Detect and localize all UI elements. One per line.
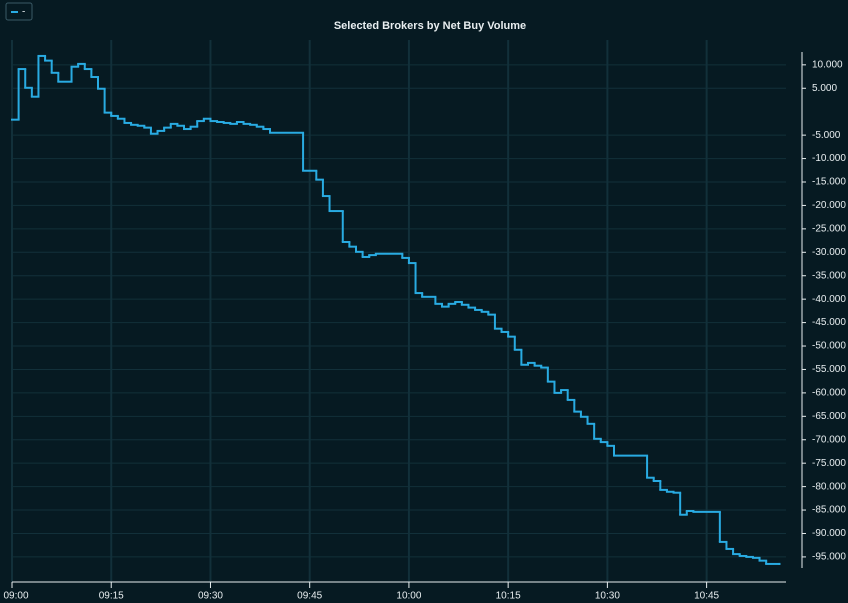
legend-label: - xyxy=(22,7,25,18)
y-tick-label: -60.000 xyxy=(812,388,846,399)
chart-title: Selected Brokers by Net Buy Volume xyxy=(334,20,526,32)
x-tick-label: 09:45 xyxy=(297,591,322,602)
y-tick-label: -15.000 xyxy=(812,177,846,188)
y-tick-label: -30.000 xyxy=(812,247,846,258)
y-tick-label: -40.000 xyxy=(812,294,846,305)
y-tick-label: -5.000 xyxy=(812,130,841,141)
y-tick-label: -55.000 xyxy=(812,364,846,375)
y-tick-label: -50.000 xyxy=(812,341,846,352)
x-tick-label: 10:15 xyxy=(496,591,521,602)
y-tick-label: -10.000 xyxy=(812,153,846,164)
x-tick-label: 10:45 xyxy=(694,591,719,602)
legend-box xyxy=(5,2,33,21)
y-tick-label: -65.000 xyxy=(812,411,846,422)
x-tick-label: 10:30 xyxy=(595,591,620,602)
y-tick-label: -75.000 xyxy=(812,458,846,469)
x-tick-label: 10:00 xyxy=(396,591,421,602)
y-tick-label: 5.000 xyxy=(812,83,837,94)
y-tick-label: -95.000 xyxy=(812,552,846,563)
x-tick-label: 09:15 xyxy=(99,591,124,602)
y-tick-label: -20.000 xyxy=(812,200,846,211)
y-tick-label: -90.000 xyxy=(812,528,846,539)
y-tick-label: 10.000 xyxy=(812,59,843,70)
x-tick-label: 09:00 xyxy=(3,591,28,602)
y-tick-label: -85.000 xyxy=(812,505,846,516)
y-tick-label: -70.000 xyxy=(812,434,846,445)
x-tick-label: 09:30 xyxy=(198,591,223,602)
y-tick-label: -35.000 xyxy=(812,270,846,281)
y-tick-label: -25.000 xyxy=(812,224,846,235)
y-tick-label: -45.000 xyxy=(812,317,846,328)
y-tick-label: -80.000 xyxy=(812,481,846,492)
